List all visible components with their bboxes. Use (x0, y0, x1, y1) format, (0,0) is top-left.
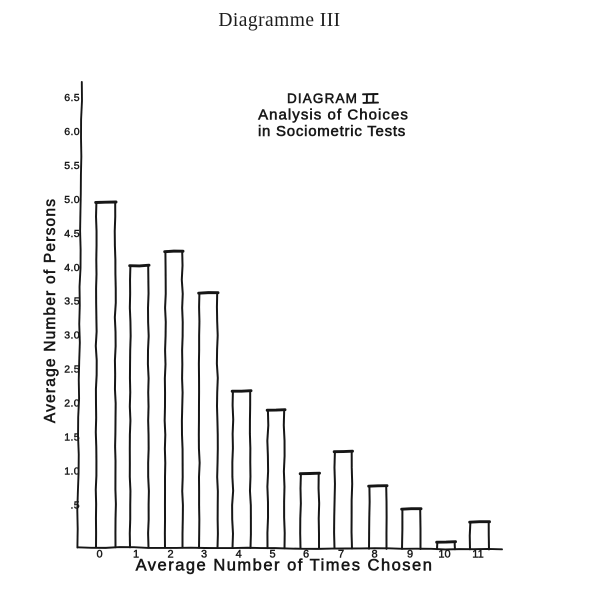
svg-text:Average Number of Times Chosen: Average Number of Times Chosen (136, 557, 434, 575)
svg-text:3.5: 3.5 (64, 296, 80, 308)
svg-text:4.0: 4.0 (64, 262, 80, 274)
svg-text:6.0: 6.0 (64, 126, 80, 138)
svg-text:6: 6 (303, 549, 309, 561)
svg-text:2.5: 2.5 (64, 364, 80, 376)
svg-text:2.0: 2.0 (64, 398, 80, 410)
svg-text:11: 11 (472, 549, 483, 561)
svg-text:DIAGRAM: DIAGRAM (287, 91, 358, 106)
svg-text:5: 5 (269, 549, 275, 561)
svg-text:8: 8 (371, 549, 377, 561)
svg-text:1: 1 (133, 549, 139, 561)
svg-text:Analysis of Choices: Analysis of Choices (258, 107, 409, 124)
svg-text:7: 7 (338, 549, 344, 561)
svg-text:4.5: 4.5 (64, 228, 80, 240)
svg-text:Diagramme III: Diagramme III (218, 10, 340, 31)
svg-text:3.0: 3.0 (64, 330, 80, 342)
svg-text:0: 0 (97, 549, 103, 561)
svg-text:10: 10 (438, 549, 450, 561)
svg-text:6.5: 6.5 (64, 92, 80, 104)
svg-text:.5: .5 (70, 499, 80, 511)
svg-text:1.0: 1.0 (64, 465, 80, 477)
svg-text:1.5: 1.5 (64, 431, 80, 443)
svg-text:5.0: 5.0 (64, 194, 80, 206)
svg-text:3: 3 (201, 549, 207, 561)
svg-text:5.5: 5.5 (64, 160, 80, 172)
svg-text:4: 4 (236, 549, 242, 561)
svg-text:2: 2 (168, 549, 174, 561)
svg-text:in Sociometric Tests: in Sociometric Tests (258, 123, 406, 140)
svg-text:9: 9 (407, 549, 413, 561)
svg-text:Average Number of Persons: Average Number of Persons (42, 198, 59, 423)
